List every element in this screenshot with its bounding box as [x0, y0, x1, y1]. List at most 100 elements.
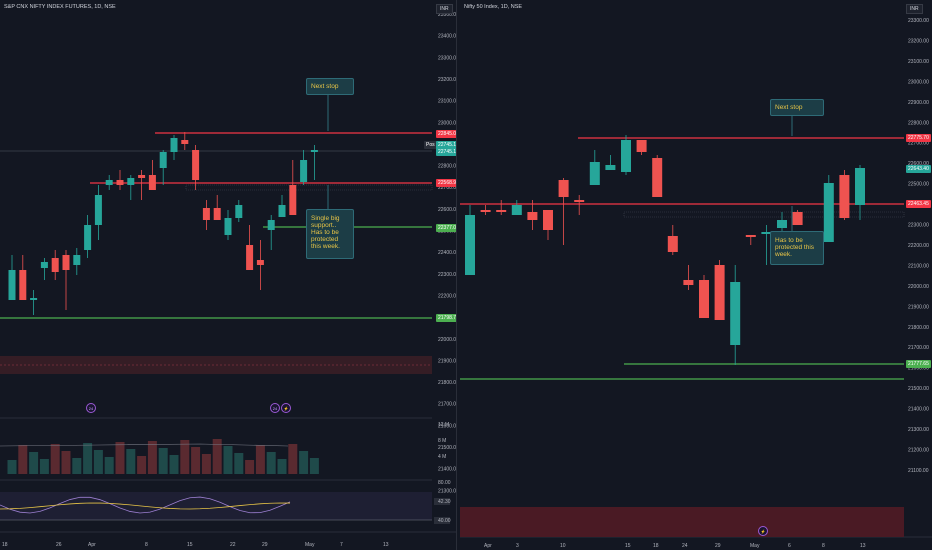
volume-bar	[201, 454, 211, 474]
rsi-tick: 80.00	[438, 480, 451, 486]
volume-bar	[29, 452, 39, 474]
y-tick-label: 21900.00	[438, 358, 456, 364]
candle	[267, 220, 275, 230]
candle	[652, 158, 663, 197]
x-tick-label: 3	[516, 543, 519, 549]
volume-bar	[104, 457, 114, 474]
candle	[127, 178, 135, 185]
candle	[667, 236, 678, 252]
candle	[839, 175, 850, 218]
volume-bar	[18, 445, 28, 474]
candle	[62, 255, 70, 270]
candle	[543, 210, 553, 230]
x-tick-label: 8	[145, 542, 148, 548]
y-tick-label: 21800.00	[908, 325, 929, 331]
volume-bar	[266, 452, 276, 474]
volume-bar	[191, 447, 201, 474]
y-tick-label: 23100.00	[908, 59, 929, 65]
candle	[300, 160, 308, 182]
x-tick-label: Apr	[484, 543, 492, 549]
left-support-note[interactable]: Single big support.. Has to be protected…	[306, 209, 354, 259]
candle	[636, 140, 647, 152]
candle	[761, 232, 772, 234]
y-tick-label: 21200.00	[908, 447, 929, 453]
y-tick-label: 22300.00	[908, 223, 929, 229]
y-tick-label: 21100.00	[908, 468, 929, 474]
volume-bar	[277, 459, 287, 474]
volume-bar	[83, 443, 93, 474]
volume-bar	[7, 460, 17, 474]
x-tick-label: 8	[822, 543, 825, 549]
y-tick-label: 22000.00	[908, 284, 929, 290]
left-next-stop-note[interactable]: Next stop	[306, 78, 354, 95]
right-price-chart[interactable]: 23300.00 23200.00 23100.00 23000.00 22900.00…	[460, 0, 932, 550]
x-tick-label: 18	[2, 542, 8, 548]
volume-bar	[234, 453, 244, 474]
volume-tick: 8 M	[438, 438, 446, 444]
volume-bar	[158, 448, 168, 474]
right-currency-label[interactable]: INR	[906, 4, 923, 14]
candle	[8, 270, 16, 300]
right-chart-pane[interactable]: 23300.00 23200.00 23100.00 23000.00 22900.00…	[460, 0, 932, 550]
y-tick-label: 23400.00	[438, 34, 456, 40]
y-tick-label: 21700.00	[908, 345, 929, 351]
y-tick-label: 21400.00	[438, 467, 456, 473]
candle	[105, 180, 113, 185]
volume-bar	[223, 446, 233, 474]
x-tick-label: 13	[860, 543, 866, 549]
candle	[745, 235, 756, 237]
candle	[84, 225, 92, 250]
volume-bar	[115, 442, 125, 474]
y-tick-label: 22600.00	[908, 161, 929, 167]
candle	[714, 265, 725, 320]
y-tick-label: 22600.00	[438, 207, 456, 213]
x-tick-label: May	[750, 543, 760, 549]
right-green-low-price-tag: 21777.65	[906, 360, 931, 368]
x-tick-label: May	[305, 542, 315, 548]
right-dividend-event-icon[interactable]: ⚡	[758, 526, 768, 536]
candle	[30, 298, 38, 300]
left-chart-pane[interactable]: 23500.00 23400.00 23300.00 23200.00 23100.00…	[0, 0, 457, 550]
candle	[148, 175, 156, 190]
candle	[527, 212, 538, 220]
candle	[213, 208, 221, 220]
y-tick-label: 23500.00	[438, 12, 456, 18]
left-position-tag[interactable]: Pos	[424, 141, 437, 149]
candle	[310, 150, 318, 152]
right-protect-note[interactable]: Has to be protected this week.	[770, 231, 824, 265]
y-tick-label: 22800.00	[438, 164, 456, 170]
candle	[605, 165, 616, 170]
candle	[202, 208, 210, 220]
left-red-mid-price-tag: 22568.90	[436, 179, 456, 187]
left-dividend-event-icon[interactable]: ⚡	[281, 403, 291, 413]
volume-bar	[255, 445, 265, 474]
left-currency-label[interactable]: INR	[436, 4, 453, 14]
volume-bar	[137, 456, 147, 474]
candle	[777, 220, 787, 228]
y-tick-label: 22400.00	[438, 250, 456, 256]
y-tick-label: 21900.00	[908, 304, 929, 310]
candle	[823, 183, 834, 242]
right-red-top-price-tag: 22775.70	[906, 134, 931, 142]
volume-bar	[72, 458, 82, 474]
candle	[496, 210, 507, 212]
candle	[170, 138, 178, 152]
volume-bar	[50, 444, 60, 474]
left-chart-title: S&P CNX NIFTY INDEX FUTURES, 1D, NSE	[4, 4, 116, 10]
candle	[224, 218, 232, 235]
rsi-tick: 40.00	[438, 518, 451, 524]
volume-bar	[61, 451, 71, 474]
y-tick-label: 23100.00	[438, 99, 456, 105]
volume-bar	[126, 449, 136, 474]
left-current-price-tag: 22745.15	[436, 141, 456, 149]
left-red-top-price-tag: 22845.00	[436, 130, 456, 138]
right-current-price-tag: 22643.40	[906, 165, 931, 173]
y-tick-label: 22200.00	[438, 293, 456, 299]
y-tick-label: 22900.00	[908, 100, 929, 106]
left-price-chart[interactable]: 23500.00 23400.00 23300.00 23200.00 23100.00…	[0, 0, 456, 550]
y-tick-label: 23000.00	[908, 79, 929, 85]
candle	[116, 180, 124, 185]
left-earnings-event-icon-2[interactable]: 24	[270, 403, 280, 413]
left-earnings-event-icon[interactable]: 24	[86, 403, 96, 413]
right-next-stop-note[interactable]: Next stop	[770, 99, 824, 116]
